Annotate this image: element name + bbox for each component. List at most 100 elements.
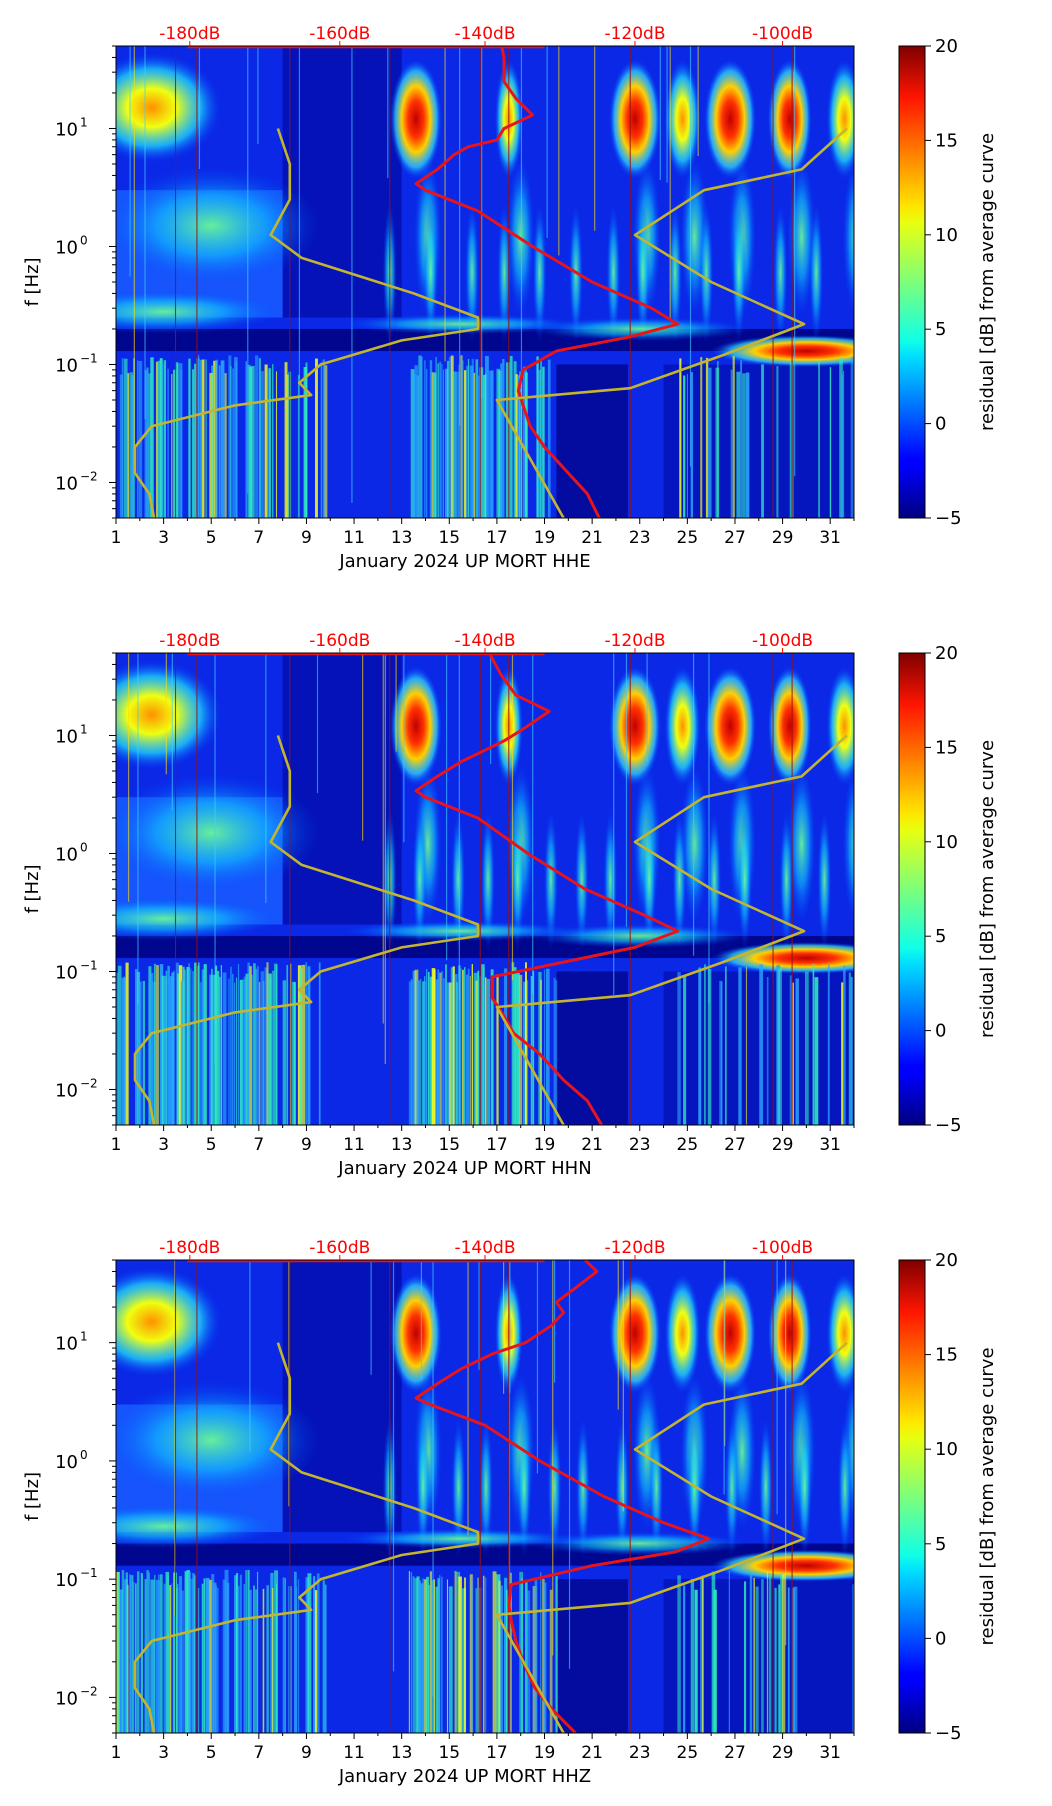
lf-stripe: [852, 1584, 854, 1733]
lf-stripe: [839, 357, 843, 518]
lf-stripe: [294, 982, 296, 1125]
lf-stripe: [192, 369, 194, 518]
energy-streak: [479, 1417, 494, 1558]
lf-stripe: [186, 1570, 190, 1733]
colorbar-tick-label: 5: [935, 926, 946, 947]
lf-stripe: [485, 1577, 487, 1733]
transient-spike: [552, 1260, 554, 1656]
colorbar: −5 0 5 10 15 20 residual [dB] from average cur…: [898, 643, 998, 1136]
lf-stripe: [479, 367, 484, 518]
x-tick-label: 1: [111, 528, 122, 548]
transient-spike: [316, 653, 319, 794]
lf-stripe: [226, 1582, 230, 1733]
lf-stripe: [433, 1579, 435, 1733]
lf-stripe: [829, 367, 832, 518]
microseism-peak: [711, 942, 854, 975]
x-tick-label: 25: [677, 528, 699, 548]
lf-stripe: [282, 980, 287, 1125]
lf-stripe: [245, 361, 247, 518]
x-tick-label: 31: [819, 528, 841, 548]
y-tick-exponent: 1: [80, 1330, 88, 1344]
lf-stripe: [488, 370, 493, 518]
transient-spike: [478, 1260, 480, 1371]
colorbar-tick-label: 5: [935, 319, 946, 340]
colorbar-title: residual [dB] from average curve: [977, 133, 998, 431]
energy-blob: [704, 59, 757, 180]
energy-streak: [465, 202, 480, 343]
energy-streak: [423, 202, 438, 343]
colorbar-tick-label: 5: [935, 1534, 946, 1555]
lf-stripe: [542, 366, 545, 518]
x-tick-label: 19: [534, 528, 556, 548]
lf-stripe: [445, 964, 448, 1125]
lf-stripe: [804, 971, 809, 1125]
energy-streak: [668, 202, 683, 343]
x-tick-label: 13: [391, 528, 413, 548]
lf-stripe: [295, 1586, 298, 1733]
lf-stripe: [414, 1578, 418, 1733]
x-tick-label: 13: [391, 1743, 413, 1763]
lf-stripe: [211, 1573, 215, 1733]
lf-stripe: [322, 359, 325, 518]
lf-stripe: [255, 968, 257, 1125]
transient-spike: [776, 1260, 778, 1515]
y-tick-label: 10: [55, 1334, 78, 1355]
lf-stripe: [245, 973, 249, 1125]
x-tick-label: 23: [629, 1135, 651, 1155]
lf-stripe: [286, 965, 289, 1125]
transient-spike: [508, 1260, 511, 1604]
lf-stripe: [544, 1582, 547, 1733]
transient-spike: [247, 46, 249, 494]
lf-stripe: [148, 1572, 151, 1733]
energy-blob: [787, 764, 816, 925]
y-tick-exponent: 1: [80, 722, 88, 736]
lf-stripe: [171, 972, 175, 1125]
lf-stripe: [215, 359, 219, 518]
transient-spike: [392, 1260, 395, 1672]
transient-spike: [137, 653, 139, 1005]
average-psd-curve: [414, 46, 680, 518]
lf-stripe: [728, 1570, 731, 1733]
lf-stripe: [742, 373, 746, 518]
model-curve-right: [495, 1341, 848, 1733]
lf-stripe: [435, 1586, 438, 1733]
lf-stripe: [301, 964, 306, 1125]
lf-stripe: [744, 1581, 747, 1733]
lf-stripe: [738, 967, 742, 1125]
lf-stripe: [178, 965, 183, 1125]
lf-stripe: [232, 973, 234, 1125]
transient-spike: [420, 1260, 422, 1380]
lf-stripe: [538, 971, 542, 1125]
transient-spike: [511, 653, 514, 981]
x-tick-label: 7: [253, 1743, 264, 1763]
lf-stripe: [286, 374, 289, 518]
lf-stripe: [176, 973, 180, 1125]
transient-spike: [165, 653, 167, 775]
lf-stripe: [247, 1570, 250, 1733]
transient-spike: [622, 1260, 624, 1512]
lf-stripe: [239, 1574, 242, 1733]
transient-spike: [127, 653, 130, 902]
x-tick-label: 1: [111, 1135, 122, 1155]
lf-stripe: [194, 1575, 196, 1733]
energy-blob: [704, 1273, 757, 1394]
lf-stripe: [505, 362, 510, 518]
lf-stripe: [422, 1578, 425, 1733]
colorbar-tick-label: 10: [935, 1439, 958, 1460]
y-tick-exponent: −2: [80, 469, 98, 483]
lf-stripe: [117, 1572, 120, 1733]
x-tick-label: 21: [581, 1743, 603, 1763]
lf-stripe: [175, 362, 179, 518]
lf-stripe: [462, 360, 464, 518]
transient-spike: [689, 46, 692, 467]
lf-stripe: [144, 370, 147, 518]
lf-stripe: [545, 968, 550, 1125]
lf-stripe: [192, 971, 195, 1125]
lf-stripe: [464, 370, 467, 518]
lf-stripe: [241, 979, 246, 1125]
lf-stripe: [519, 371, 521, 518]
lf-stripe: [324, 365, 328, 518]
lf-stripe: [243, 976, 247, 1125]
x-tick-label: 29: [772, 1135, 794, 1155]
